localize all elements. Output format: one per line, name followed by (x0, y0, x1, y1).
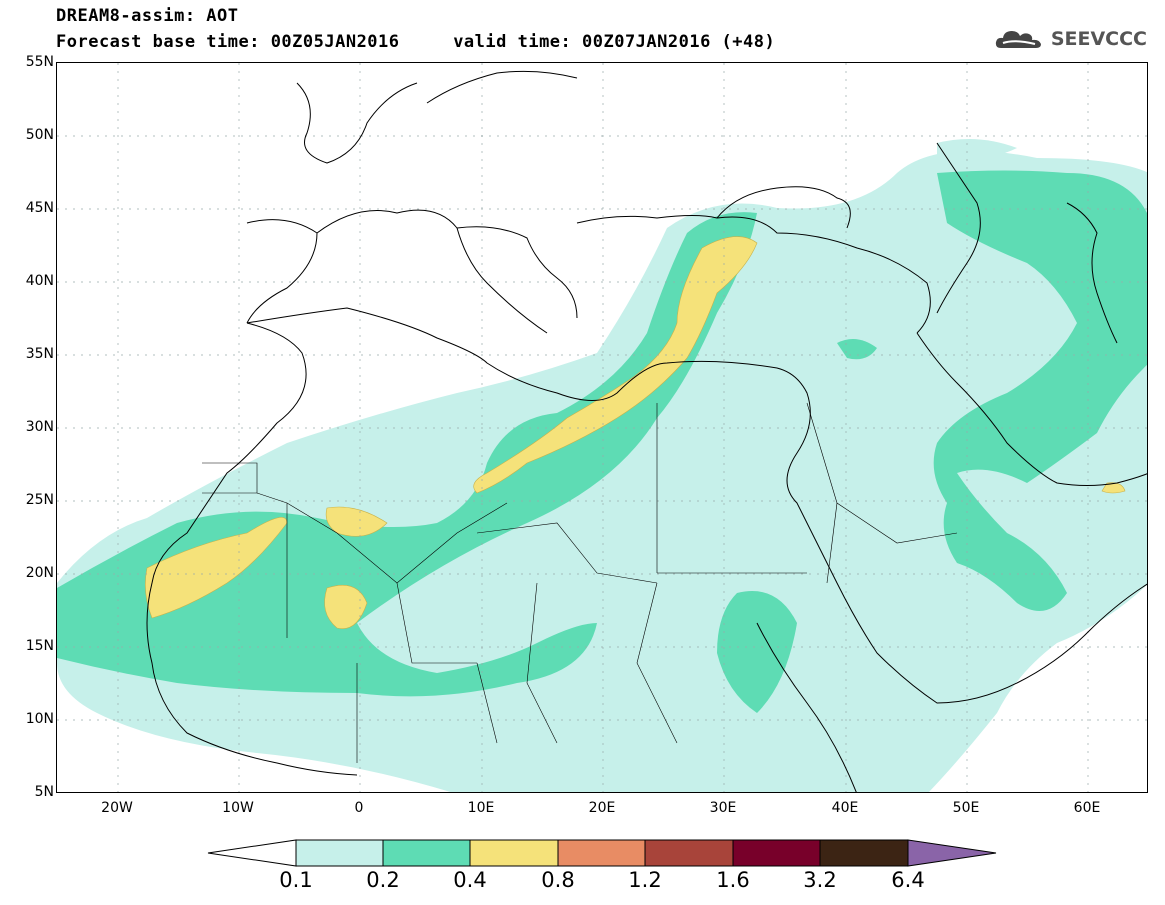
aot-colorbar (207, 839, 997, 867)
colorbar-label-0-1: 0.1 (279, 868, 313, 892)
lon-label-50e: 50E (952, 800, 980, 816)
colorbar-swatch-0-2 (382, 839, 471, 867)
colorbar-min-arrow (207, 839, 297, 867)
lat-label-30n: 30N (25, 419, 54, 435)
lon-label-60e: 60E (1073, 800, 1101, 816)
graticule (57, 63, 1147, 792)
lat-label-45n: 45N (25, 200, 54, 216)
lon-label-10w: 10W (222, 800, 254, 816)
lon-label-20w: 20W (101, 800, 133, 816)
lon-label-40e: 40E (831, 800, 859, 816)
map-title: DREAM8-assim: AOT (56, 6, 239, 26)
colorbar-swatch-3-2 (819, 839, 909, 867)
map-panel (56, 62, 1148, 793)
colorbar-label-0-2: 0.2 (366, 868, 400, 892)
aot-contour-0-4 (145, 236, 1126, 630)
lat-label-35n: 35N (25, 346, 54, 362)
lon-label-0: 0 (354, 800, 364, 816)
seevccc-logo: SEEVCCC (995, 26, 1147, 52)
lat-label-5n: 5N (34, 784, 54, 800)
coastlines (146, 70, 1147, 792)
lat-label-25n: 25N (25, 492, 54, 508)
colorbar-label-6-4: 6.4 (891, 868, 925, 892)
lat-label-55n: 55N (25, 54, 54, 70)
country-borders (202, 402, 958, 763)
colorbar-label-3-2: 3.2 (803, 868, 837, 892)
lat-label-50n: 50N (25, 127, 54, 143)
colorbar-swatch-0-4 (469, 839, 559, 867)
lon-label-30e: 30E (709, 800, 737, 816)
logo-text: SEEVCCC (1050, 28, 1147, 50)
colorbar-label-1-6: 1.6 (716, 868, 750, 892)
lat-label-15n: 15N (25, 638, 54, 654)
forecast-time-line: Forecast base time: 00Z05JAN2016 valid t… (56, 32, 776, 52)
cloud-logo-icon (995, 31, 1041, 48)
colorbar-swatch-1-2 (644, 839, 734, 867)
lat-label-40n: 40N (25, 273, 54, 289)
colorbar-swatch-0-8 (557, 839, 646, 867)
lat-label-10n: 10N (25, 711, 54, 727)
colorbar-label-0-4: 0.4 (453, 868, 487, 892)
colorbar-label-0-8: 0.8 (541, 868, 575, 892)
lon-label-10e: 10E (467, 800, 495, 816)
colorbar-swatch-1-6 (732, 839, 821, 867)
aot-map (57, 63, 1147, 792)
lat-label-20n: 20N (25, 565, 54, 581)
colorbar-label-1-2: 1.2 (628, 868, 662, 892)
colorbar-max-arrow (907, 839, 997, 867)
lon-label-20e: 20E (588, 800, 616, 816)
colorbar-swatch-0-1 (295, 839, 384, 867)
